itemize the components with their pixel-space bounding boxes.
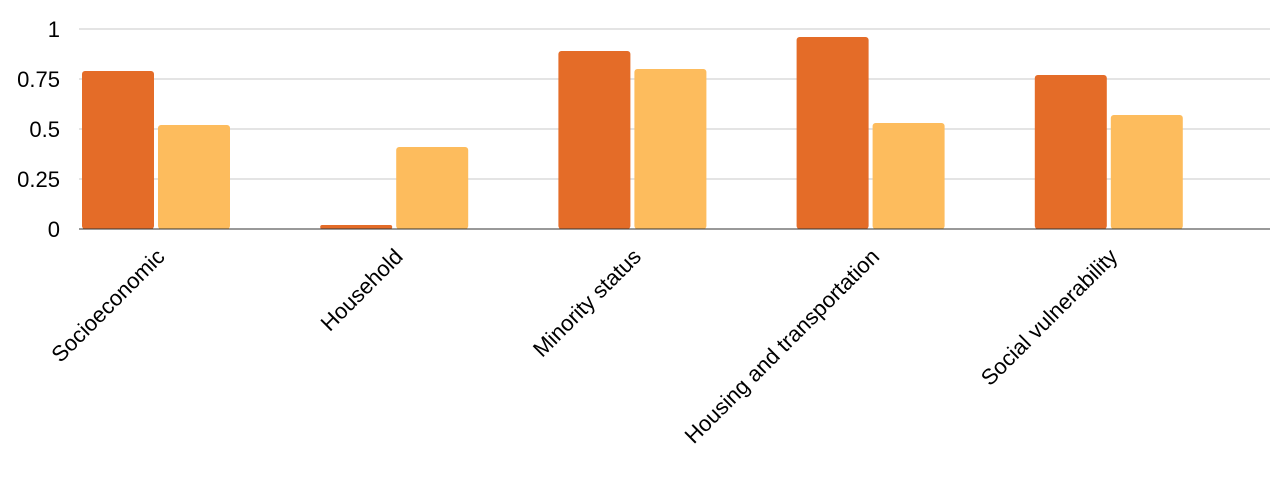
y-axis-ticks: 0 0.25 0.5 0.75 1 <box>17 17 60 242</box>
bar-1-social-vulnerability <box>1034 75 1107 229</box>
x-tick-label: Housing and transportation <box>680 244 884 448</box>
y-tick-label: 1 <box>48 17 60 42</box>
y-tick-label: 0.5 <box>29 117 60 142</box>
bar-1-minority-status <box>558 51 631 229</box>
x-tick-label: Household <box>316 244 408 336</box>
bar-2-household <box>396 147 469 229</box>
x-axis-labels: Socioeconomic Household Minority status Hou… <box>46 244 1122 448</box>
x-tick-label: Minority status <box>528 244 646 362</box>
x-tick-label: Socioeconomic <box>46 244 169 367</box>
bar-2-socioeconomic <box>158 125 230 229</box>
bar-1-housing-and-transportation <box>796 37 869 229</box>
bar-1-socioeconomic <box>82 71 154 229</box>
bar-2-housing-and-transportation <box>872 123 945 229</box>
x-tick-label: Social vulnerability <box>976 244 1123 391</box>
y-tick-label: 0.25 <box>17 167 60 192</box>
y-tick-label: 0.75 <box>17 67 60 92</box>
bar-2-social-vulnerability <box>1110 115 1183 229</box>
bar-1-household <box>320 225 393 229</box>
bars <box>82 37 1183 229</box>
y-tick-label: 0 <box>48 217 60 242</box>
bar-2-minority-status <box>634 69 707 229</box>
